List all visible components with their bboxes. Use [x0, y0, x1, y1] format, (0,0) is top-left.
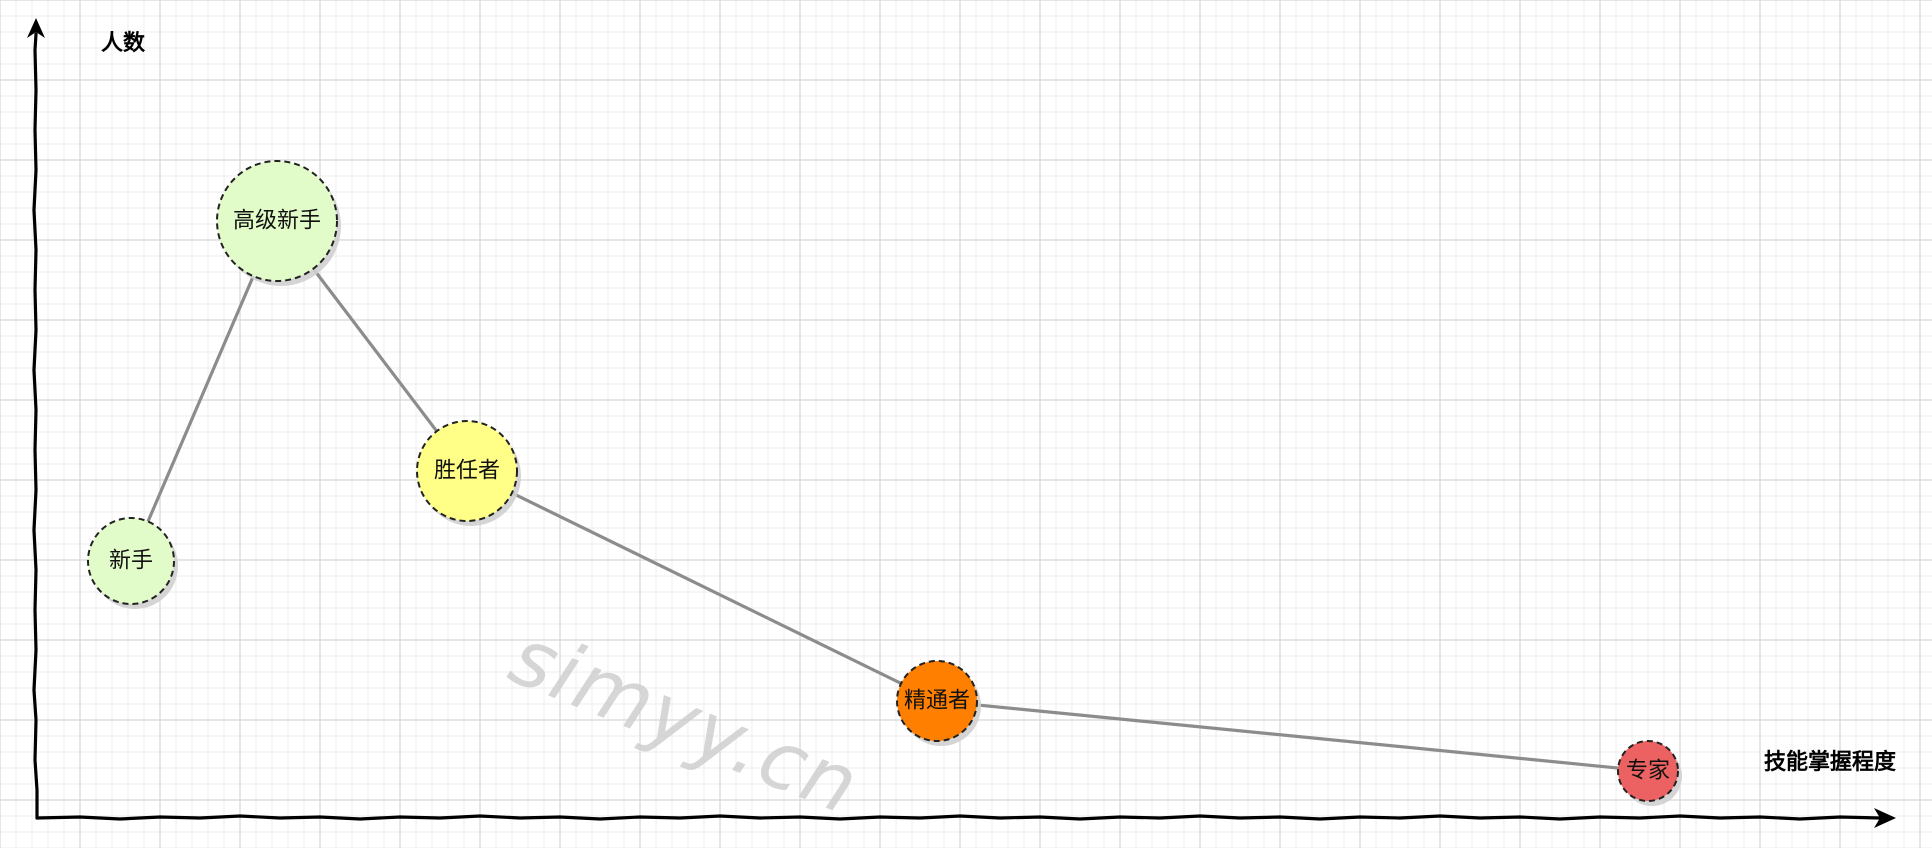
node-label: 胜任者 [434, 459, 500, 484]
node-label: 精通者 [904, 689, 970, 714]
y-axis [32, 32, 39, 820]
node-circle [216, 160, 338, 282]
node-proficient[interactable]: 精通者 [896, 660, 981, 746]
node-label: 高级新手 [233, 209, 321, 234]
node-circle [416, 420, 518, 522]
node-competent[interactable]: 胜任者 [416, 420, 521, 526]
x-axis-arrowhead [1874, 808, 1896, 828]
connector-proficient-to-expert [975, 703, 1620, 770]
node-expert[interactable]: 专家 [1617, 740, 1682, 806]
y-axis-arrowhead [27, 18, 45, 38]
connector-competent-to-proficient [510, 491, 903, 686]
y-axis-label: 人数 [101, 30, 146, 56]
x-axis [35, 814, 1882, 821]
node-advanced-beginner[interactable]: 高级新手 [216, 160, 341, 286]
connector-novice-to-advanced-beginner [146, 274, 255, 524]
node-circle [1617, 740, 1679, 802]
node-label: 新手 [109, 549, 153, 574]
axes [27, 18, 1896, 828]
skill-stage-nodes: 新手 高级新手 胜任者 精通者 专家 [87, 160, 1682, 806]
node-label: 专家 [1626, 759, 1670, 784]
x-axis-label: 技能掌握程度 [1764, 749, 1897, 775]
node-novice[interactable]: 新手 [87, 517, 178, 609]
connector-advanced-beginner-to-competent [311, 267, 439, 433]
node-circle [87, 517, 175, 605]
node-circle [896, 660, 978, 742]
connector-lines [146, 267, 1620, 770]
